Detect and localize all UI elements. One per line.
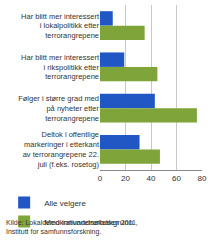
svg-text:60: 60 bbox=[172, 174, 181, 183]
svg-text:Alle velgere: Alle velgere bbox=[44, 199, 86, 208]
svg-text:0: 0 bbox=[98, 174, 103, 183]
svg-text:Har blitt mer interesserti rik: Har blitt mer interesserti rikspolitikk … bbox=[21, 53, 100, 82]
svg-text:40: 40 bbox=[147, 174, 156, 183]
svg-text:80: 80 bbox=[198, 174, 207, 183]
svg-text:Kilde: Lokaldemokratiundersøke: Kilde: Lokaldemokratiundersøkelsen 2011,… bbox=[6, 219, 138, 236]
svg-text:Deltok i offentligemarkeringer: Deltok i offentligemarkeringer i etterka… bbox=[23, 130, 100, 168]
svg-text:20: 20 bbox=[121, 174, 130, 183]
svg-text:Med innvandrerbakgrunn: Med innvandrerbakgrunn bbox=[44, 218, 133, 227]
svg-text:Har blitt mer interesserti lok: Har blitt mer interesserti lokalpolitikk… bbox=[21, 12, 100, 40]
svg-text:Følger i større grad medpå nyh: Følger i større grad medpå nyheter etter… bbox=[18, 94, 99, 123]
